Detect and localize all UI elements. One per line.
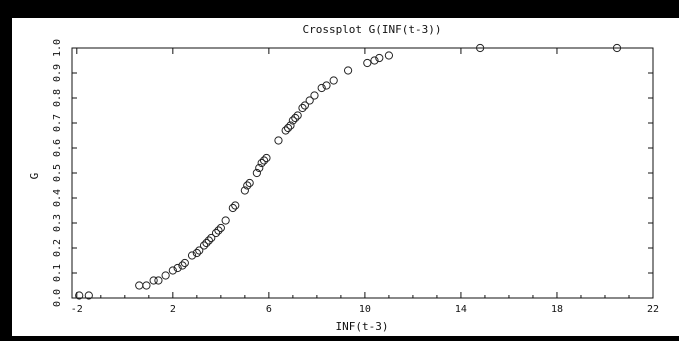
data-point [207, 233, 216, 243]
data-point [375, 53, 384, 63]
data-point [274, 136, 283, 145]
y-tick-label: 0.6 [52, 139, 63, 157]
data-point [240, 186, 249, 195]
data-point [252, 168, 261, 178]
x-tick-label: 2 [170, 304, 176, 315]
data-point [228, 203, 237, 213]
data-point [221, 216, 230, 225]
data-point [384, 51, 394, 60]
data-point [329, 76, 338, 85]
data-point [245, 178, 254, 188]
y-tick-label: 0.1 [52, 264, 63, 282]
y-tick-label: 0.5 [52, 164, 63, 182]
data-point [259, 156, 269, 165]
scatter-chart: Crossplot G(INF(t-3)) 0.0 0.1 0.2 0.3 0.4 0.5… [28, 23, 659, 333]
data-point [161, 271, 170, 280]
data-point [286, 121, 295, 130]
data-point [255, 163, 264, 173]
data-point [187, 251, 197, 260]
x-tick-label: 14 [455, 304, 467, 315]
x-axis-label: INF(t-3) [336, 320, 389, 333]
data-point [243, 181, 252, 190]
data-point [363, 58, 372, 68]
data-point [612, 43, 622, 53]
y-tick-label: 0.0 [52, 289, 63, 307]
y-tick-label: 0.4 [52, 189, 63, 207]
data-point [216, 223, 225, 233]
data-point [298, 103, 307, 113]
data-point [291, 113, 300, 123]
data-point [168, 266, 177, 275]
plot-area [71, 47, 654, 299]
data-point [288, 116, 297, 125]
y-tick-label: 0.3 [52, 214, 63, 232]
y-tick-label: 1.0 [52, 39, 63, 57]
x-tick-label: -2 [71, 304, 83, 315]
data-point [257, 158, 266, 168]
data-point [293, 111, 302, 120]
data-point [300, 101, 309, 110]
y-axis-label: G [28, 173, 41, 180]
data-points [75, 43, 622, 300]
data-point [199, 241, 209, 250]
y-tick-label: 0.8 [52, 89, 63, 107]
data-point [370, 56, 379, 65]
y-axis-ticks: 0.0 0.1 0.2 0.3 0.4 0.5 0.6 0.7 0.8 0.9 1.0 [52, 39, 653, 307]
data-point [211, 228, 221, 238]
data-point [149, 276, 158, 285]
data-point [75, 291, 84, 300]
x-tick-label: 22 [647, 304, 659, 315]
x-axis-ticks: -2 2 6 10 14 18 22 [71, 48, 659, 315]
data-point [283, 123, 293, 133]
data-point [476, 43, 485, 53]
data-point [84, 291, 93, 300]
data-point [322, 81, 331, 90]
x-tick-label: 18 [551, 304, 563, 315]
data-point [204, 236, 213, 245]
data-point [192, 248, 201, 258]
data-point [142, 281, 151, 290]
chart-frame: Crossplot G(INF(t-3)) 0.0 0.1 0.2 0.3 0.4 0.5… [12, 18, 679, 336]
data-point [281, 126, 290, 135]
data-point [202, 238, 211, 248]
data-point [305, 96, 314, 105]
data-point [154, 276, 163, 285]
x-tick-label: 6 [266, 304, 272, 315]
data-point [173, 263, 182, 273]
y-tick-label: 0.2 [52, 239, 63, 257]
data-point [178, 261, 187, 270]
data-point [195, 246, 204, 255]
data-point [180, 258, 189, 268]
data-point [317, 83, 326, 93]
data-point [135, 281, 144, 290]
chart-title: Crossplot G(INF(t-3)) [302, 23, 441, 36]
data-point [262, 153, 271, 163]
y-tick-label: 0.7 [52, 114, 63, 132]
y-tick-label: 0.9 [52, 64, 63, 82]
data-point [310, 91, 319, 100]
data-point [231, 201, 240, 210]
data-point [214, 226, 223, 235]
data-point [343, 66, 353, 75]
x-tick-label: 10 [359, 304, 371, 315]
